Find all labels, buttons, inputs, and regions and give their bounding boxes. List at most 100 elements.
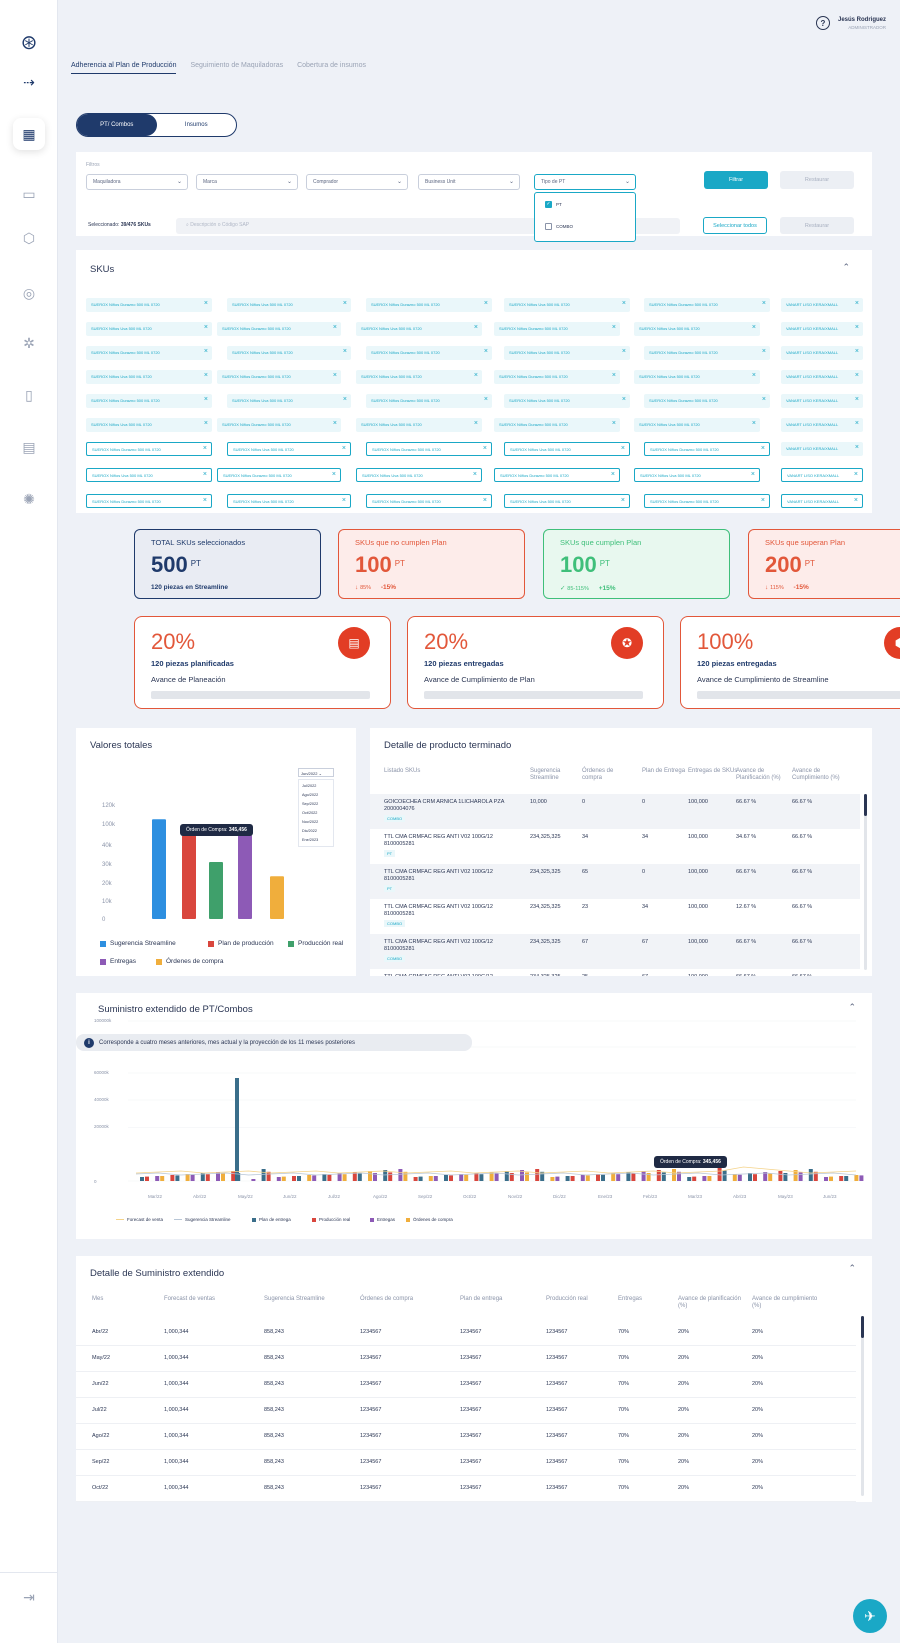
sku-chip[interactable]: SUEROX Niños Uva 500 ML 0720 × [634, 418, 760, 432]
close-icon[interactable]: × [341, 497, 346, 504]
scrollbar[interactable] [861, 1316, 864, 1496]
close-icon[interactable]: × [483, 348, 488, 355]
month-option[interactable]: Ago/2022 [302, 793, 319, 797]
seleccionar-todos-button[interactable]: Seleccionar todos [703, 217, 767, 234]
sku-chip[interactable]: VANART LISO KERA/XMALL × [781, 418, 863, 432]
close-icon[interactable]: × [331, 471, 336, 478]
close-icon[interactable]: × [611, 372, 616, 379]
close-icon[interactable]: × [761, 300, 766, 307]
clipboard-icon[interactable]: ▯ [25, 386, 33, 403]
sku-chip[interactable]: SUEROX Niños Uva 500 ML 0720 × [227, 394, 351, 408]
tab-cobertura[interactable]: Cobertura de insumos [297, 62, 366, 69]
close-icon[interactable]: × [751, 324, 756, 331]
sku-chip[interactable]: SUEROX Niños Uva 500 ML 0720 × [634, 322, 760, 336]
close-icon[interactable]: × [621, 348, 626, 355]
box-icon[interactable]: ⬡ [22, 229, 36, 246]
close-icon[interactable]: × [760, 445, 765, 452]
sku-chip[interactable]: SUEROX Niños Durazno 500 ML 0720 × [366, 442, 492, 456]
month-option[interactable]: Dic/2022 [302, 829, 317, 833]
close-icon[interactable]: × [341, 445, 346, 452]
sku-chip[interactable]: VANART LISO KERA/XMALL × [781, 298, 863, 312]
sku-chip[interactable]: SUEROX Niños Uva 500 ML 0720 × [504, 346, 630, 360]
close-icon[interactable]: × [472, 471, 477, 478]
option-combo[interactable]: COMBO [535, 215, 635, 237]
sku-chip[interactable]: SUEROX Niños Uva 500 ML 0720 × [86, 468, 212, 482]
month-option[interactable]: Oct/2022 [302, 811, 318, 815]
close-icon[interactable]: × [854, 348, 859, 355]
marca-select[interactable]: Marca ⌄ [196, 174, 298, 190]
scrollbar[interactable] [864, 794, 867, 970]
checkbox-icon[interactable] [545, 222, 552, 230]
close-icon[interactable]: × [332, 372, 337, 379]
close-icon[interactable]: × [611, 324, 616, 331]
month-option[interactable]: Sep/2022 [302, 802, 319, 806]
sku-chip[interactable]: SUEROX Niños Uva 500 ML 0720 × [504, 394, 630, 408]
sku-chip[interactable]: SUEROX Niños Durazno 500 ML 0720 × [86, 394, 212, 408]
month-select[interactable]: Jun/2022 ⌄ [298, 768, 334, 777]
tipo-pt-select[interactable]: Tipo de PT ⌄ [534, 174, 636, 190]
sku-chip[interactable]: SUEROX Niños Durazno 500 ML 0720 × [86, 494, 212, 508]
globe-icon[interactable]: ◎ [22, 284, 36, 301]
sku-chip[interactable]: VANART LISO KERA/XMALL × [781, 394, 863, 408]
sku-chip[interactable]: VANART LISO KERA/XMALL × [781, 442, 863, 456]
gear-icon[interactable]: ✲ [23, 334, 35, 351]
sku-chip[interactable]: VANART LISO KERA/XMALL × [781, 346, 863, 360]
close-icon[interactable]: × [853, 471, 858, 478]
close-icon[interactable]: × [854, 372, 859, 379]
sku-chip[interactable]: SUEROX Niños Durazno 500 ML 0720 × [494, 370, 620, 384]
close-icon[interactable]: × [610, 471, 615, 478]
sku-chip[interactable]: SUEROX Niños Durazno 500 ML 0720 × [217, 418, 341, 432]
close-icon[interactable]: × [483, 396, 488, 403]
sku-chip[interactable]: SUEROX Niños Durazno 500 ML 0720 × [494, 418, 620, 432]
close-icon[interactable]: × [203, 348, 208, 355]
close-icon[interactable]: × [203, 300, 208, 307]
chevron-up-icon[interactable]: ⌃ [848, 1002, 856, 1012]
month-option[interactable]: Ene/2023 [302, 838, 319, 842]
close-icon[interactable]: × [332, 324, 337, 331]
sku-chip[interactable]: SUEROX Niños Uva 500 ML 0720 × [356, 370, 482, 384]
close-icon[interactable]: × [751, 372, 756, 379]
close-icon[interactable]: × [621, 396, 626, 403]
sku-chip[interactable]: SUEROX Niños Uva 500 ML 0720 × [504, 442, 630, 456]
tab-adherencia[interactable]: Adherencia al Plan de Producción [71, 62, 177, 74]
restaurar-skus-button[interactable]: Restaurar [780, 217, 854, 234]
close-icon[interactable]: × [760, 497, 765, 504]
filtrar-button[interactable]: Filtrar [704, 171, 768, 189]
sku-chip[interactable]: SUEROX Niños Uva 500 ML 0720 × [227, 494, 351, 508]
close-icon[interactable]: × [473, 324, 478, 331]
sku-chip[interactable]: SUEROX Niños Uva 500 ML 0720 × [634, 370, 760, 384]
close-icon[interactable]: × [751, 420, 756, 427]
month-option[interactable]: Nov/2022 [302, 820, 319, 824]
close-icon[interactable]: × [342, 300, 347, 307]
toggle-insumos[interactable]: Insumos [184, 122, 208, 128]
close-icon[interactable]: × [854, 420, 859, 427]
sku-chip[interactable]: SUEROX Niños Durazno 500 ML 0720 × [494, 468, 620, 482]
sku-chip[interactable]: SUEROX Niños Uva 500 ML 0720 × [86, 418, 212, 432]
sku-chip[interactable]: SUEROX Niños Durazno 500 ML 0720 × [644, 298, 770, 312]
close-icon[interactable]: × [854, 396, 859, 403]
assistant-fab[interactable]: ✈ [853, 1599, 887, 1633]
sku-chip[interactable]: SUEROX Niños Uva 500 ML 0720 × [86, 370, 212, 384]
close-icon[interactable]: × [202, 445, 207, 452]
sku-chip[interactable]: SUEROX Niños Durazno 500 ML 0720 × [217, 322, 341, 336]
close-icon[interactable]: × [342, 348, 347, 355]
month-option[interactable]: Jul/2022 [302, 784, 317, 788]
sku-chip[interactable]: SUEROX Niños Durazno 500 ML 0720 × [86, 298, 212, 312]
sku-chip[interactable]: SUEROX Niños Durazno 500 ML 0720 × [86, 346, 212, 360]
close-icon[interactable]: × [473, 372, 478, 379]
close-icon[interactable]: × [853, 497, 858, 504]
close-icon[interactable]: × [854, 300, 859, 307]
folder-icon[interactable]: ▭ [22, 185, 36, 202]
sku-chip[interactable]: SUEROX Niños Uva 500 ML 0720 × [634, 468, 760, 482]
logout-icon[interactable]: ⇥ [23, 1588, 35, 1605]
close-icon[interactable]: × [473, 420, 478, 427]
tab-maquiladoras[interactable]: Seguimiento de Maquiladoras [190, 62, 284, 69]
sku-chip[interactable]: SUEROX Niños Uva 500 ML 0720 × [504, 494, 630, 508]
sku-chip[interactable]: SUEROX Niños Uva 500 ML 0720 × [86, 322, 212, 336]
close-icon[interactable]: × [342, 396, 347, 403]
expand-icon[interactable]: ⇢ [23, 73, 35, 90]
close-icon[interactable]: × [482, 445, 487, 452]
sku-chip[interactable]: VANART LISO KERA/XMALL × [781, 468, 863, 482]
document-icon[interactable]: ▤ [22, 438, 36, 455]
checkbox-checked-icon[interactable]: ✓ [545, 200, 552, 208]
